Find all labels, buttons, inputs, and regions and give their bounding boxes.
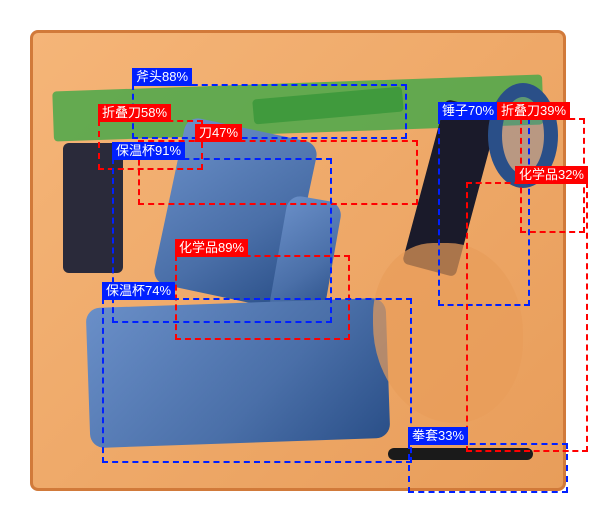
detection-label: 刀47%: [195, 124, 242, 142]
detection-label: 斧头88%: [132, 68, 192, 86]
detection-label: 化学品32%: [515, 166, 588, 184]
detection-box: 保温杯74%: [102, 298, 412, 463]
detection-box: 拳套33%: [408, 443, 568, 493]
detection-label: 折叠刀39%: [497, 102, 570, 120]
detection-label: 拳套33%: [408, 427, 468, 445]
detection-label: 折叠刀58%: [98, 104, 171, 122]
detection-label: 锤子70%: [438, 102, 498, 120]
detection-box: 化学品32%: [466, 182, 588, 452]
detection-label: 化学品89%: [175, 239, 248, 257]
detection-label: 保温杯74%: [102, 282, 175, 300]
detection-label: 保温杯91%: [112, 142, 185, 160]
